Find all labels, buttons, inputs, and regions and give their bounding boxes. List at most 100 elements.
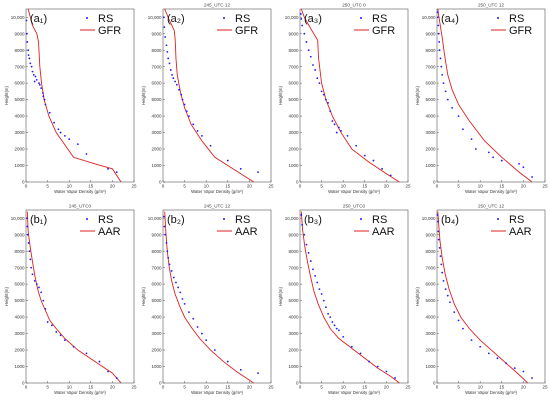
rs-data-point xyxy=(337,329,340,332)
model-series-line xyxy=(300,8,400,183)
x-tick-label: 25 xyxy=(131,184,137,189)
y-tick-label: 8000 xyxy=(151,249,162,254)
y-tick-label: 4000 xyxy=(288,114,299,119)
rs-data-point xyxy=(322,93,325,96)
rs-data-point xyxy=(115,171,118,174)
rs-data-point xyxy=(27,49,30,52)
legend-rs-label: RS xyxy=(509,214,524,226)
x-tick-label: 25 xyxy=(542,385,548,390)
x-tick-label: 10 xyxy=(478,184,484,189)
rs-data-point xyxy=(162,16,165,19)
panel-title: 250_UTC 12 xyxy=(478,3,504,8)
panel-tag: (a₃) xyxy=(304,13,322,25)
panel-title: 245_UTC 12 xyxy=(204,204,230,209)
x-tick-label: 25 xyxy=(268,385,274,390)
y-tick-label: 10,000 xyxy=(148,15,162,20)
y-axis-label: Height(m) xyxy=(4,86,9,105)
x-tick-label: 5 xyxy=(457,385,460,390)
rs-data-point xyxy=(28,250,31,253)
rs-data-point xyxy=(68,138,71,141)
rs-data-point xyxy=(522,370,525,373)
rs-data-point xyxy=(436,214,439,216)
y-tick-label: 5000 xyxy=(288,97,299,102)
y-tick-label: 9000 xyxy=(425,31,436,36)
x-tick-label: 15 xyxy=(225,184,231,189)
model-series-line xyxy=(27,8,122,183)
model-series-line xyxy=(26,211,122,384)
rs-data-point xyxy=(314,69,317,71)
rs-data-point xyxy=(172,77,175,80)
rs-data-point xyxy=(239,368,242,371)
rs-data-point xyxy=(474,148,477,150)
rs-data-point xyxy=(446,294,449,297)
rs-data-point xyxy=(301,223,304,226)
y-tick-label: 0 xyxy=(296,180,299,185)
rs-data-point xyxy=(479,345,482,348)
y-tick-label: 8000 xyxy=(425,48,436,53)
chart-panel: 250_UTC 12 0 5 10 15 20 25 0 1000 2000 3000 4000 500… xyxy=(415,204,548,396)
y-tick-label: 10,000 xyxy=(285,15,299,20)
x-tick-label: 5 xyxy=(320,184,323,189)
rs-data-point xyxy=(29,62,32,65)
legend-model-label: GFR xyxy=(509,25,532,37)
rs-data-point xyxy=(442,82,445,85)
rs-data-point xyxy=(309,260,312,262)
panel-title: 245_UTC 12 xyxy=(204,3,230,8)
x-tick-label: 10 xyxy=(478,385,484,390)
rs-data-point xyxy=(32,74,35,76)
y-tick-label: 2000 xyxy=(425,147,436,152)
y-tick-label: 8000 xyxy=(288,249,299,254)
rs-data-point xyxy=(31,273,34,276)
y-tick-label: 2000 xyxy=(14,348,25,353)
x-tick-label: 5 xyxy=(457,184,460,189)
rs-data-point xyxy=(300,17,303,20)
x-tick-label: 5 xyxy=(46,385,49,390)
rs-data-point xyxy=(342,335,345,338)
x-tick-label: 0 xyxy=(299,385,302,390)
rs-data-point xyxy=(26,233,29,236)
rs-data-point xyxy=(168,62,171,65)
x-tick-label: 0 xyxy=(162,385,165,390)
rs-data-point xyxy=(196,326,199,328)
rs-data-point xyxy=(487,151,490,154)
x-axis-label: Water Vapor Density (g/m³) xyxy=(465,390,517,395)
x-tick-label: 25 xyxy=(405,184,411,189)
x-tick-label: 25 xyxy=(542,184,548,189)
rs-data-point xyxy=(303,32,306,35)
rs-data-point xyxy=(42,95,45,98)
rs-data-point xyxy=(441,74,444,76)
x-tick-label: 0 xyxy=(299,184,302,189)
x-tick-label: 25 xyxy=(268,184,274,189)
rs-data-point xyxy=(320,293,323,295)
panel-tag: (a₂) xyxy=(167,13,185,25)
model-series-line xyxy=(437,211,529,384)
panel-tag: (b₄) xyxy=(441,214,459,226)
rs-data-point xyxy=(325,98,327,101)
y-tick-label: 9000 xyxy=(14,232,25,237)
x-tick-label: 15 xyxy=(362,184,368,189)
y-tick-label: 6000 xyxy=(14,282,25,287)
y-tick-label: 6000 xyxy=(288,81,299,86)
rs-data-point xyxy=(309,55,312,58)
y-tick-label: 5000 xyxy=(425,298,436,303)
rs-data-point xyxy=(165,242,168,244)
rs-data-point xyxy=(48,111,51,114)
rs-data-point xyxy=(192,123,195,126)
chart-panel: 245_UTC0 0 5 10 15 20 25 0 1000 2000 3000 4000 5000 6… xyxy=(4,204,137,396)
rs-data-point xyxy=(318,288,321,290)
rs-data-point xyxy=(43,98,46,101)
legend-model-label: AAR xyxy=(372,226,395,238)
plot-frame xyxy=(299,209,409,384)
rs-data-point xyxy=(331,321,334,323)
y-tick-label: 3000 xyxy=(151,130,162,135)
y-tick-label: 7000 xyxy=(288,64,299,69)
rs-data-point xyxy=(438,41,441,43)
rs-data-point xyxy=(188,311,190,314)
rs-data-point xyxy=(166,250,169,253)
legend-rs-marker xyxy=(360,218,362,220)
y-tick-label: 10,000 xyxy=(11,216,25,221)
rs-data-point xyxy=(438,247,441,249)
y-tick-label: 3000 xyxy=(151,331,162,336)
panel-title: 250_UTC 0 xyxy=(342,3,366,8)
